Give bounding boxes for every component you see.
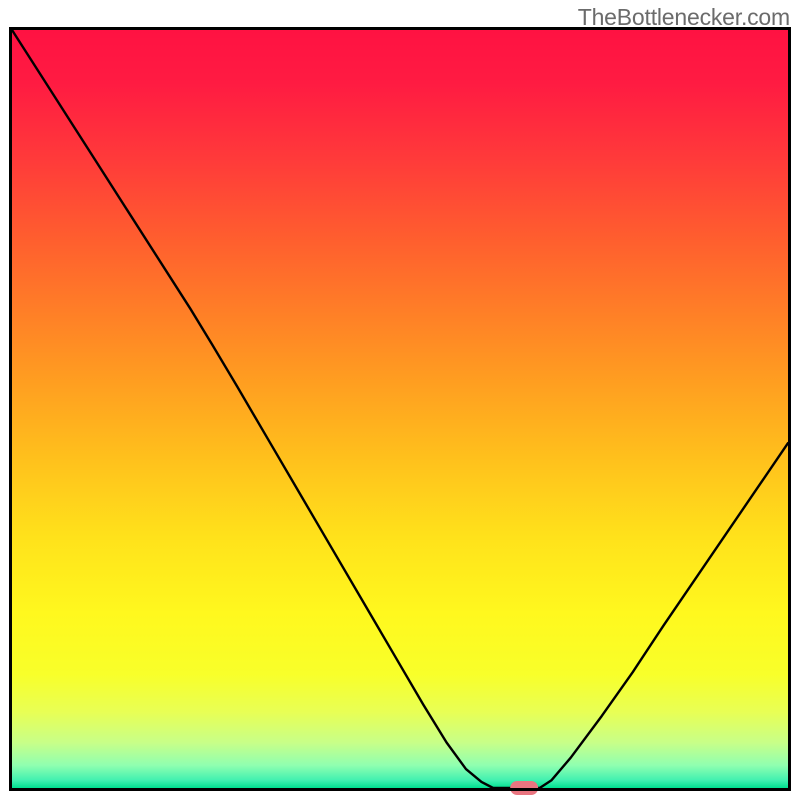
- bottleneck-chart: TheBottlenecker.com: [0, 0, 800, 800]
- gradient-background: [12, 30, 788, 788]
- watermark-label: TheBottlenecker.com: [578, 4, 790, 31]
- chart-canvas: [0, 0, 800, 800]
